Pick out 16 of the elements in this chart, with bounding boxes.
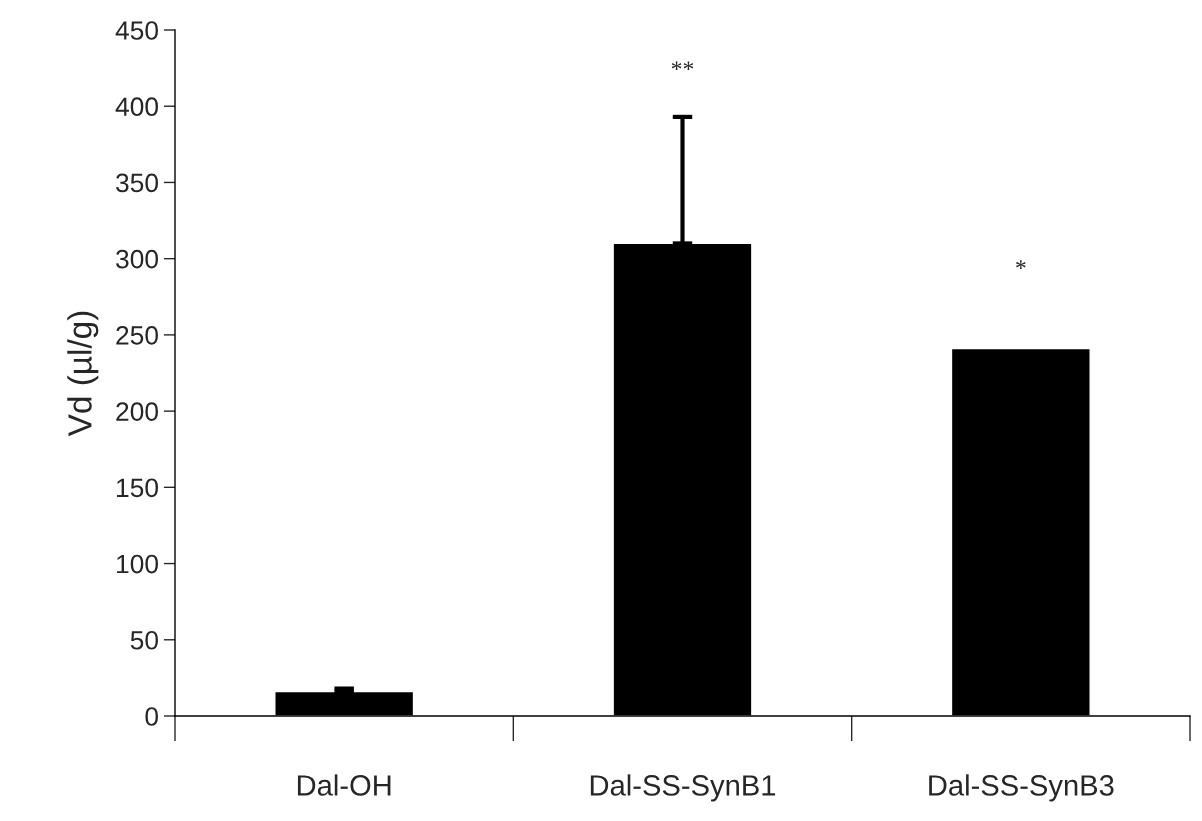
y-tick-label: 0 bbox=[145, 707, 158, 726]
annotation: * bbox=[1016, 260, 1026, 269]
y-tick-label: 300 bbox=[116, 249, 158, 269]
y-tick-label: 250 bbox=[116, 326, 158, 345]
y-tick-label: 450 bbox=[115, 21, 158, 40]
x-tick-label: Dal-SS-SynB3 bbox=[929, 774, 1114, 802]
y-tick-label: 350 bbox=[116, 173, 158, 193]
annotation: ** bbox=[671, 61, 694, 71]
y-axis-title: Vd (µl/g) bbox=[67, 311, 99, 437]
y-tick-label: 100 bbox=[117, 554, 158, 574]
x-tick-label: Dal-OH bbox=[297, 774, 391, 796]
y-tick-label: 50 bbox=[130, 630, 158, 650]
y-tick-label: 400 bbox=[115, 97, 158, 117]
x-tick-label: Dal-SS-SynB1 bbox=[590, 774, 776, 802]
y-tick-label: 200 bbox=[116, 402, 158, 421]
y-tick-label: 150 bbox=[117, 478, 158, 498]
